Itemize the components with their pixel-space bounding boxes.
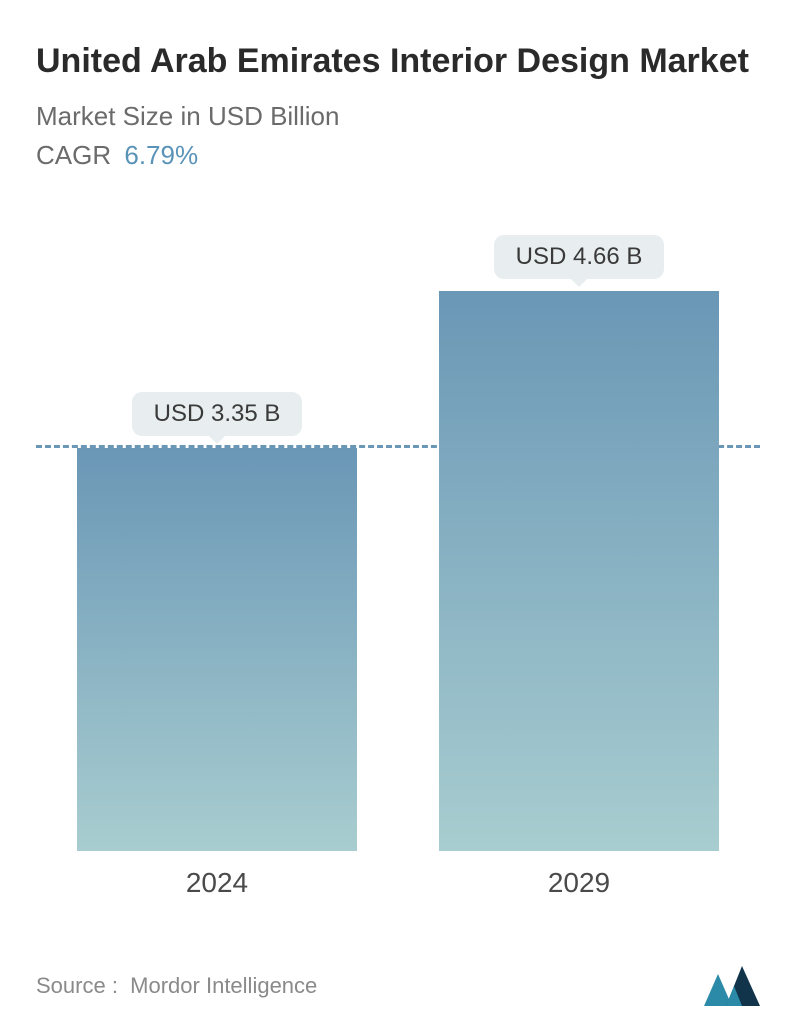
bar-2024 xyxy=(77,448,357,851)
source-label: Source : xyxy=(36,973,118,998)
bars-container: USD 3.35 B USD 4.66 B xyxy=(36,211,760,851)
x-axis-labels: 2024 2029 xyxy=(36,867,760,899)
bar-2029 xyxy=(439,291,719,851)
x-label-2024: 2024 xyxy=(62,867,372,899)
brand-logo-icon xyxy=(704,966,760,1006)
chart-title: United Arab Emirates Interior Design Mar… xyxy=(36,40,760,83)
value-pill-2029: USD 4.66 B xyxy=(494,235,665,279)
footer: Source : Mordor Intelligence xyxy=(36,966,760,1006)
cagr-label: CAGR xyxy=(36,140,111,170)
cagr-value: 6.79% xyxy=(124,140,198,170)
bar-slot-2029: USD 4.66 B xyxy=(424,211,734,851)
source-value: Mordor Intelligence xyxy=(130,973,317,998)
bar-slot-2024: USD 3.35 B xyxy=(62,211,372,851)
cagr-row: CAGR 6.79% xyxy=(36,140,760,171)
chart-subtitle: Market Size in USD Billion xyxy=(36,101,760,132)
x-label-2029: 2029 xyxy=(424,867,734,899)
value-pill-2024: USD 3.35 B xyxy=(132,392,303,436)
source-text: Source : Mordor Intelligence xyxy=(36,973,317,999)
bar-chart: USD 3.35 B USD 4.66 B xyxy=(36,211,760,851)
